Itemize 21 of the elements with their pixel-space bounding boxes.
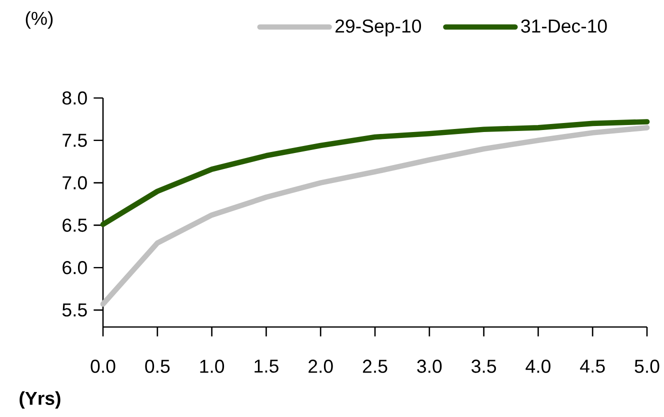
y-tick-label: 6.5: [62, 218, 87, 232]
x-tick-label: 2.0: [308, 360, 333, 373]
x-tick-label: 1.5: [254, 360, 278, 373]
y-tick-label: 7.5: [62, 134, 87, 147]
y-axis-title: (%): [26, 11, 53, 29]
x-tick-label: 5.0: [634, 360, 660, 373]
x-tick-label: 3.0: [417, 360, 442, 373]
y-tick-label: 5.5: [62, 304, 87, 317]
y-tick-label: 7.0: [62, 176, 87, 190]
x-tick-label: 4.0: [526, 360, 550, 373]
y-tick-label: 6.0: [62, 260, 87, 274]
legend-label: 31-Dec-10: [521, 19, 607, 33]
x-tick-label: 1.0: [200, 360, 224, 373]
legend-label: 29-Sep-10: [336, 19, 422, 36]
x-tick-label: 2.5: [362, 360, 388, 373]
x-tick-label: 4.5: [580, 360, 605, 373]
x-tick-label: 3.5: [472, 360, 496, 373]
x-tick-label: 0.0: [90, 360, 116, 373]
y-tick-label: 8.0: [62, 91, 87, 105]
x-tick-label: 0.5: [145, 360, 170, 373]
x-axis-title: (Yrs): [20, 391, 60, 409]
